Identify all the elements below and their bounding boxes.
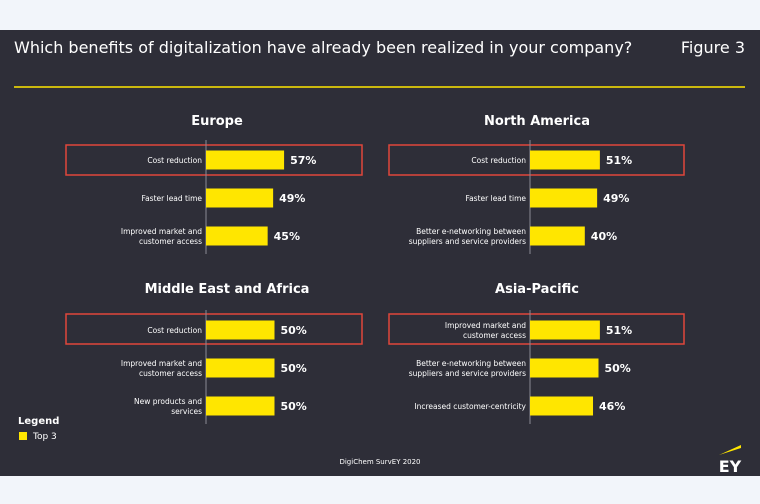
- source-note: DigiChem SurvEY 2020: [339, 458, 420, 466]
- figure-question: Which benefits of digitalization have al…: [14, 38, 632, 57]
- category-label: Better e-networking between suppliers and…: [409, 227, 526, 246]
- bar: [530, 226, 585, 246]
- bar-value-label: 50%: [605, 362, 631, 375]
- category-label: Improved market and customer access: [121, 227, 202, 246]
- chart-panel-2: North America 51% Cost reduction 49% Faster …: [388, 114, 685, 254]
- category-label-line: Increased customer-centricity: [414, 402, 526, 411]
- bar-value-label: 50%: [281, 362, 307, 375]
- bar-value-label: 51%: [606, 324, 632, 337]
- figure-label: Figure 3: [681, 38, 745, 57]
- panel-title: Middle East and Africa: [145, 282, 310, 297]
- category-label-line: suppliers and service providers: [409, 237, 526, 246]
- category-label-line: customer access: [139, 369, 202, 378]
- legend-title: Legend: [18, 416, 59, 427]
- category-label: Better e-networking between suppliers and…: [409, 359, 526, 378]
- category-label: Increased customer-centricity: [414, 402, 526, 411]
- highlight-box: [65, 313, 363, 345]
- panel-title: North America: [484, 114, 590, 129]
- chart-panel-3: Middle East and Africa 50% Cost reduction 5…: [65, 282, 363, 424]
- bar: [206, 188, 274, 208]
- category-label-line: services: [171, 407, 202, 416]
- category-label-line: Cost reduction: [471, 156, 526, 165]
- category-label-line: Improved market and: [445, 321, 526, 330]
- legend-swatch: [19, 432, 27, 440]
- bar-value-label: 45%: [274, 230, 300, 243]
- bar: [530, 188, 598, 208]
- ey-logo-text: EY: [719, 457, 742, 476]
- highlight-box: [388, 144, 685, 176]
- highlight-box: [65, 144, 363, 176]
- category-label: New products and services: [134, 397, 202, 416]
- category-label: Cost reduction: [147, 156, 202, 165]
- category-label: Faster lead time: [465, 194, 526, 203]
- bar-value-label: 57%: [290, 154, 316, 167]
- category-label-line: Better e-networking between: [416, 359, 526, 368]
- chart-panel-1: Europe 57% Cost reduction 49% Faster lead ti…: [65, 114, 363, 254]
- category-label-line: customer access: [463, 331, 526, 340]
- bar-value-label: 50%: [281, 400, 307, 413]
- bar: [530, 320, 600, 340]
- category-label: Cost reduction: [147, 326, 202, 335]
- category-label-line: Improved market and: [121, 227, 202, 236]
- bar-value-label: 46%: [599, 400, 625, 413]
- category-label-line: New products and: [134, 397, 202, 406]
- category-label-line: Improved market and: [121, 359, 202, 368]
- bar-value-label: 49%: [279, 192, 305, 205]
- bar: [530, 358, 599, 378]
- category-label: Faster lead time: [141, 194, 202, 203]
- bar-value-label: 51%: [606, 154, 632, 167]
- chart-panel-4: Asia-Pacific 51% Improved market and custom…: [388, 282, 685, 424]
- chart-panels: Europe 57% Cost reduction 49% Faster lead ti…: [65, 114, 685, 424]
- survey-figure: Which benefits of digitalization have al…: [14, 38, 745, 476]
- bar: [206, 150, 285, 170]
- ey-logo: EY: [719, 445, 742, 476]
- bar-value-label: 49%: [603, 192, 629, 205]
- category-label: Cost reduction: [471, 156, 526, 165]
- category-label: Improved market and customer access: [445, 321, 526, 340]
- bar-value-label: 40%: [591, 230, 617, 243]
- highlight-box: [388, 313, 685, 345]
- category-label: Improved market and customer access: [121, 359, 202, 378]
- category-label-line: Cost reduction: [147, 326, 202, 335]
- panel-title: Asia-Pacific: [495, 282, 579, 297]
- category-label-line: customer access: [139, 237, 202, 246]
- panel-title: Europe: [191, 114, 243, 129]
- ey-logo-mark: [719, 445, 741, 455]
- bar: [206, 226, 268, 246]
- category-label-line: Better e-networking between: [416, 227, 526, 236]
- category-label-line: suppliers and service providers: [409, 369, 526, 378]
- slide: Which benefits of digitalization have al…: [0, 30, 760, 476]
- bar: [206, 396, 275, 416]
- category-label-line: Faster lead time: [141, 194, 202, 203]
- bar: [530, 150, 600, 170]
- bar: [206, 358, 275, 378]
- bar: [530, 396, 594, 416]
- category-label-line: Faster lead time: [465, 194, 526, 203]
- legend-item-top3: Top 3: [32, 432, 57, 442]
- category-label-line: Cost reduction: [147, 156, 202, 165]
- bar-value-label: 50%: [281, 324, 307, 337]
- bar: [206, 320, 275, 340]
